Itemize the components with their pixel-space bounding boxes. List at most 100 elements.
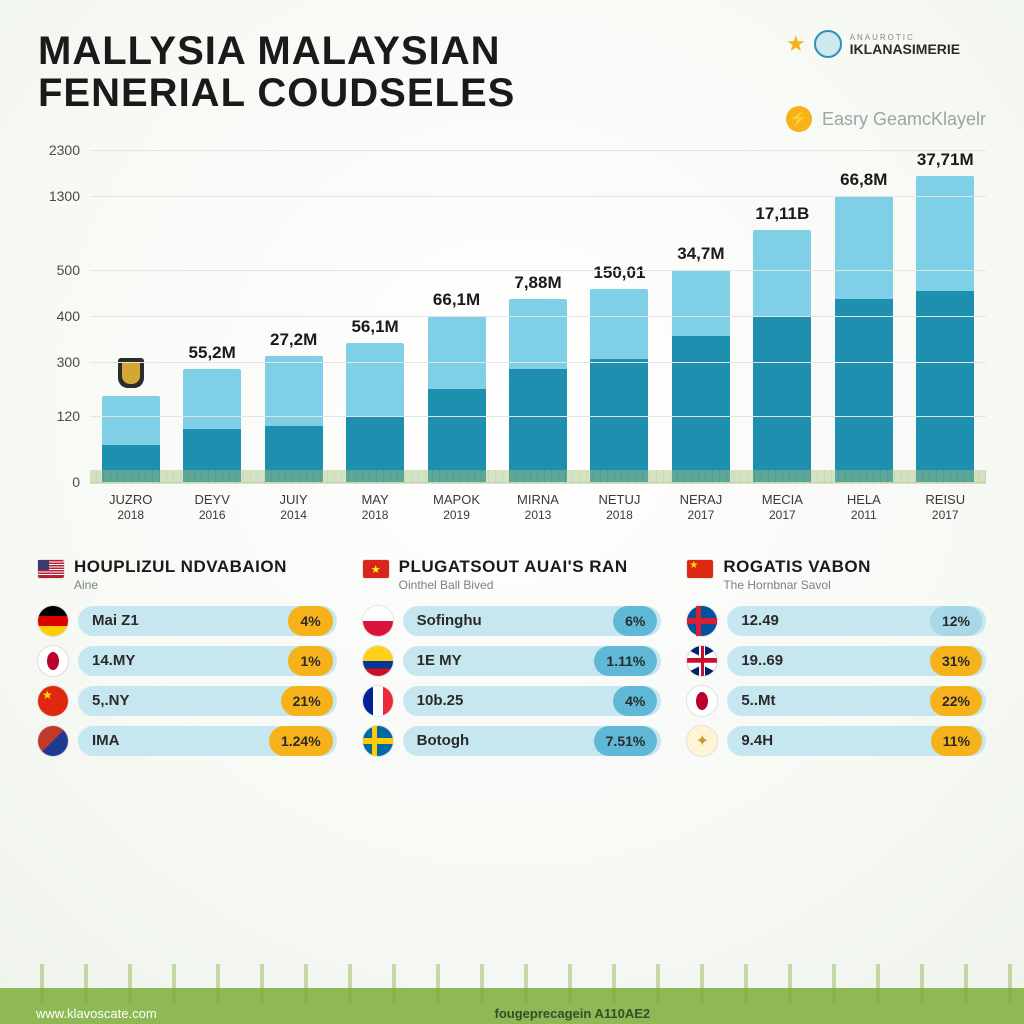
row-percent: 22% [930, 686, 982, 716]
bar-value-label: 7,88M [514, 273, 561, 293]
brand-text-wrap: ANAUROTIC IKLANASIMERIE [850, 33, 960, 56]
header-flag-icon [363, 560, 389, 578]
row-percent: 11% [931, 726, 982, 756]
row-label: 12.49 [741, 612, 779, 629]
bar [102, 396, 160, 482]
row-pill: Sofinghu 6% [403, 606, 662, 636]
row-percent: 4% [288, 606, 332, 636]
bar-segment-bottom [916, 291, 974, 482]
bolt-icon: ⚡ [786, 106, 812, 132]
list-item: 19..69 31% [687, 646, 986, 676]
bar-segment-bottom [590, 359, 648, 482]
bar [183, 369, 241, 482]
list-item: 5,.NY21% [38, 686, 337, 716]
x-label: MIRNA2013 [497, 486, 578, 530]
row-label: 19..69 [741, 652, 783, 669]
x-label: MECIA2017 [742, 486, 823, 530]
row-label: 10b.25 [417, 692, 464, 709]
list-item: IMA1.24% [38, 726, 337, 756]
x-label: JUZRO2018 [90, 486, 171, 530]
header: MALLYSIA MALAYSIAN FENERIAL COUDSELES ★ … [38, 30, 986, 132]
bar-segment-top [183, 369, 241, 429]
bar-segment-bottom [672, 336, 730, 482]
x-label: NERAJ2017 [660, 486, 741, 530]
list-column: ROGATIS VABONThe Hornbnar Savol 12.49 12% 1… [687, 558, 986, 766]
list-item: Botogh7.51% [363, 726, 662, 756]
column-title: ROGATIS VABON [723, 558, 871, 576]
bar-value-label: 66,8M [840, 170, 887, 190]
bar [916, 176, 974, 482]
row-pill: Botogh7.51% [403, 726, 662, 756]
row-pill: 9.4H 11% [727, 726, 986, 756]
brand-name: IKLANASIMERIE [850, 42, 960, 56]
row-pill: 19..69 31% [727, 646, 986, 676]
column-header: HOUPLIZUL NDVABAIONAine [38, 558, 337, 592]
list-item: 10b.25 4% [363, 686, 662, 716]
bar-segment-bottom [428, 389, 486, 482]
grid-line [90, 362, 986, 363]
bar [753, 230, 811, 482]
row-label: 5..Mt [741, 692, 775, 709]
column-subtitle: Ointhel Ball Bived [399, 578, 628, 592]
row-flag-icon [38, 686, 68, 716]
column-header: ROGATIS VABONThe Hornbnar Savol [687, 558, 986, 592]
x-label: HELA2011 [823, 486, 904, 530]
bar-segment-bottom [753, 316, 811, 482]
row-label: 9.4H [741, 732, 773, 749]
y-axis: 230013005004003001200 [38, 150, 84, 482]
y-tick: 120 [57, 408, 80, 424]
x-label: MAPOK2019 [416, 486, 497, 530]
column-header: PLUGATSOUT AUAI'S RAN Ointhel Ball Bived [363, 558, 662, 592]
brand-badge-icon [814, 30, 842, 58]
y-tick: 400 [57, 308, 80, 324]
grid-line [90, 316, 986, 317]
plot-area: 55,2M27,2M56,1M66,1M7,88M150,0134,7M17,1… [90, 150, 986, 482]
title-block: MALLYSIA MALAYSIAN FENERIAL COUDSELES [38, 30, 786, 114]
bar [509, 299, 567, 482]
row-flag-icon [687, 646, 717, 676]
x-label: MAY2018 [334, 486, 415, 530]
row-percent: 6% [613, 606, 657, 636]
bar [346, 343, 404, 482]
list-item: Mai Z14% [38, 606, 337, 636]
row-pill: 14.MY1% [78, 646, 337, 676]
row-pill: Mai Z14% [78, 606, 337, 636]
bar [590, 289, 648, 482]
bar [265, 356, 323, 482]
row-flag-icon [363, 726, 393, 756]
grid-line [90, 416, 986, 417]
bar-value-label: 55,2M [189, 343, 236, 363]
row-pill: 5,.NY21% [78, 686, 337, 716]
bar-segment-bottom [102, 445, 160, 482]
x-label: REISU2017 [905, 486, 986, 530]
bar-segment-top [835, 197, 893, 300]
bar-value-label: 34,7M [677, 244, 724, 264]
y-tick: 0 [72, 474, 80, 490]
x-label: JUIY2014 [253, 486, 334, 530]
list-column: HOUPLIZUL NDVABAIONAine Mai Z14% 14.MY1% 5,… [38, 558, 337, 766]
bar-value-label: 66,1M [433, 290, 480, 310]
row-pill: 5..Mt 22% [727, 686, 986, 716]
row-percent: 12% [930, 606, 982, 636]
bar-segment-bottom [835, 299, 893, 482]
row-percent: 31% [930, 646, 982, 676]
bar [428, 316, 486, 482]
footer-url[interactable]: www.klavoscate.com [36, 1006, 157, 1021]
y-tick: 2300 [49, 142, 80, 158]
brand: ★ ANAUROTIC IKLANASIMERIE [786, 30, 986, 58]
row-flag-icon [363, 646, 393, 676]
row-percent: 4% [613, 686, 657, 716]
row-flag-icon [363, 606, 393, 636]
bar-value-label: 37,71M [917, 150, 974, 170]
row-label: 14.MY [92, 652, 135, 669]
bar-segment-top [102, 396, 160, 446]
column-title: PLUGATSOUT AUAI'S RAN [399, 558, 628, 576]
grid-line [90, 482, 986, 483]
bar [672, 270, 730, 482]
bar-value-label: 27,2M [270, 330, 317, 350]
bar-chart: 230013005004003001200 55,2M27,2M56,1M66,… [38, 150, 986, 530]
footer: www.klavoscate.com fougeprecagein A110AE… [0, 964, 1024, 1024]
bar-segment-bottom [346, 416, 404, 482]
bar-segment-top [916, 176, 974, 291]
row-label: Sofinghu [417, 612, 482, 629]
